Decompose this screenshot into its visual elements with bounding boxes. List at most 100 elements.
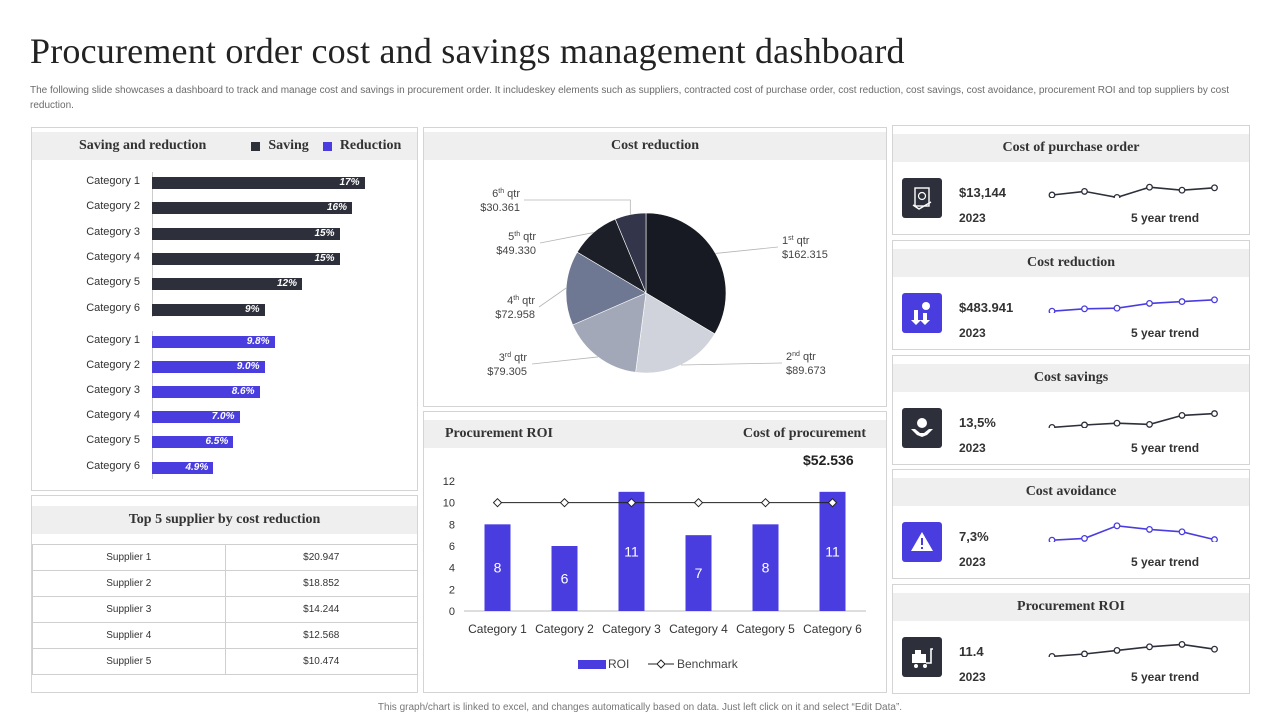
pie-slice-value: $72.958 xyxy=(495,309,535,321)
saving-bar-label: 12% xyxy=(276,278,297,290)
reduction-bar-row: Category 6 4.9% xyxy=(32,460,417,475)
saving-bar-category: Category 6 xyxy=(86,301,140,314)
procurement-roi-panel: Procurement ROI Cost of procurement $52.… xyxy=(423,411,887,693)
benchmark-marker xyxy=(559,497,570,508)
legend-benchmark-marker xyxy=(656,659,666,669)
top-suppliers-title: Top 5 supplier by cost reduction xyxy=(128,512,321,527)
pie-slice-value: $89.673 xyxy=(786,365,826,377)
kpi-year: 2023 xyxy=(959,555,986,569)
sparkline-point xyxy=(1211,645,1218,653)
kpi-card-header: Cost reduction xyxy=(893,249,1249,277)
sparkline-point xyxy=(1178,298,1186,306)
cost-reduction-panel: Cost reduction 1st qtr $162.315 2nd qtr $89… xyxy=(423,127,887,407)
roi-bar xyxy=(819,491,846,611)
sparkline-point xyxy=(1211,410,1218,418)
pie-slice-label: 6th qtr xyxy=(492,188,520,200)
procurement-roi-title: Procurement ROI xyxy=(445,426,553,441)
saving-bar: 15% xyxy=(152,252,340,265)
kpi-value: $13,144 xyxy=(959,185,1006,200)
sparkline-point xyxy=(1048,652,1056,657)
kpi-card: Cost savings 13,5% 2023 5 year trend xyxy=(892,355,1250,465)
sparkline-point xyxy=(1113,522,1121,530)
sparkline-point xyxy=(1081,421,1088,428)
pie-slice-label: 2nd qtr xyxy=(786,351,816,363)
roi-bar xyxy=(685,535,712,611)
page-subtitle: The following slide showcases a dashboar… xyxy=(30,85,1229,111)
sparkline-point xyxy=(1113,304,1121,312)
pie-leader-line xyxy=(531,356,598,365)
pie-leader-line xyxy=(680,362,783,366)
kpi-trend-label: 5 year trend xyxy=(1131,441,1200,455)
saving-bar-row: Category 5 12% xyxy=(32,276,417,291)
purchase-order-icon xyxy=(902,178,942,218)
x-category-label: Category 6 xyxy=(803,622,862,636)
sparkline-point xyxy=(1081,650,1088,657)
sparkline-point xyxy=(1178,640,1186,648)
table-row: Supplier 2 $18.852 xyxy=(32,570,418,597)
reduction-bar-category: Category 1 xyxy=(86,334,140,346)
kpi-sparkline xyxy=(1048,296,1218,313)
reduction-bar: 8.6% xyxy=(152,386,260,399)
roi-bar xyxy=(618,491,645,611)
legend-reduction: Reduction xyxy=(322,138,401,154)
cost-of-procurement-value: $52.536 xyxy=(803,452,854,468)
saving-bar-row: Category 3 15% xyxy=(32,226,417,241)
sparkline-point xyxy=(1113,646,1121,654)
kpi-card-header: Cost savings xyxy=(893,364,1249,392)
sparkline-path xyxy=(1051,186,1215,198)
sparkline-point xyxy=(1048,191,1056,198)
kpi-card-header: Procurement ROI xyxy=(893,593,1249,621)
roi-bar-label: 7 xyxy=(695,565,703,581)
kpi-year: 2023 xyxy=(959,211,986,225)
saving-bar-category: Category 1 xyxy=(86,175,140,187)
supplier-name-cell: Supplier 1 xyxy=(32,544,226,571)
reduction-bar-category: Category 5 xyxy=(86,434,140,447)
table-row: Supplier 1 $20.947 xyxy=(32,544,418,571)
sparkline-point xyxy=(1113,419,1121,427)
saving-bar: 15% xyxy=(152,227,340,240)
saving-bar: 16% xyxy=(152,202,352,215)
reduction-bar-row: Category 5 6.5% xyxy=(32,434,417,449)
cost-reduction-icon xyxy=(902,293,942,333)
supplier-name-cell: Supplier 3 xyxy=(32,596,226,623)
roi-bar-label: 11 xyxy=(825,543,840,559)
reduction-bar-label: 4.9% xyxy=(185,461,209,473)
table-row: Supplier 4 $12.568 xyxy=(32,622,418,649)
supplier-value-cell: $12.568 xyxy=(224,622,418,649)
legend-saving-swatch xyxy=(251,141,261,151)
pie-slice-label: 5th qtr xyxy=(508,231,536,243)
kpi-sparkline xyxy=(1048,640,1218,657)
sparkline-point xyxy=(1048,536,1056,542)
cost-of-procurement-title: Cost of procurement xyxy=(742,426,866,441)
benchmark-marker xyxy=(827,497,838,508)
kpi-sparkline xyxy=(1048,410,1218,428)
sparkline-path xyxy=(1051,412,1215,428)
saving-bar-category: Category 2 xyxy=(86,200,140,213)
sparkline-point xyxy=(1146,420,1153,428)
saving-bar-row: Category 4 15% xyxy=(32,251,417,266)
roi-bar-label: 6 xyxy=(561,571,569,587)
kpi-card: Cost of purchase order $13,144 2023 5 year … xyxy=(892,125,1250,235)
reduction-bar-category: Category 4 xyxy=(86,409,140,422)
legend-roi-swatch xyxy=(578,660,606,669)
saving-bar-label: 9% xyxy=(245,303,260,315)
cost-reduction-pie: 1st qtr $162.315 2nd qtr $89.673 3rd qtr $79.… xyxy=(480,188,828,378)
kpi-card: Cost reduction $483.941 2023 5 year trend xyxy=(892,240,1250,350)
saving-reduction-title: Saving and reduction xyxy=(79,138,207,153)
x-category-label: Category 5 xyxy=(736,622,795,636)
pie-slice xyxy=(645,212,727,335)
sparkline-point xyxy=(1178,528,1186,536)
legend-benchmark-label: Benchmark xyxy=(677,657,739,671)
sparkline-point xyxy=(1081,187,1088,195)
sparkline-point xyxy=(1178,411,1186,419)
roi-chart: 0 2 4 6 8 10 12 8 Category 1 6 Category 2 11 Categor… xyxy=(443,476,866,671)
sparkline-point xyxy=(1113,193,1121,198)
kpi-value: 13,5% xyxy=(959,415,996,430)
pie-slice-value: $162.315 xyxy=(782,249,828,261)
saving-bar-label: 16% xyxy=(326,202,347,214)
saving-bar-row: Category 6 9% xyxy=(32,301,417,317)
kpi-trend-label: 5 year trend xyxy=(1131,555,1200,569)
reduction-bar-label: 6.5% xyxy=(205,436,229,448)
roi-bar-label: 8 xyxy=(494,560,502,576)
x-category-label: Category 3 xyxy=(602,622,661,636)
